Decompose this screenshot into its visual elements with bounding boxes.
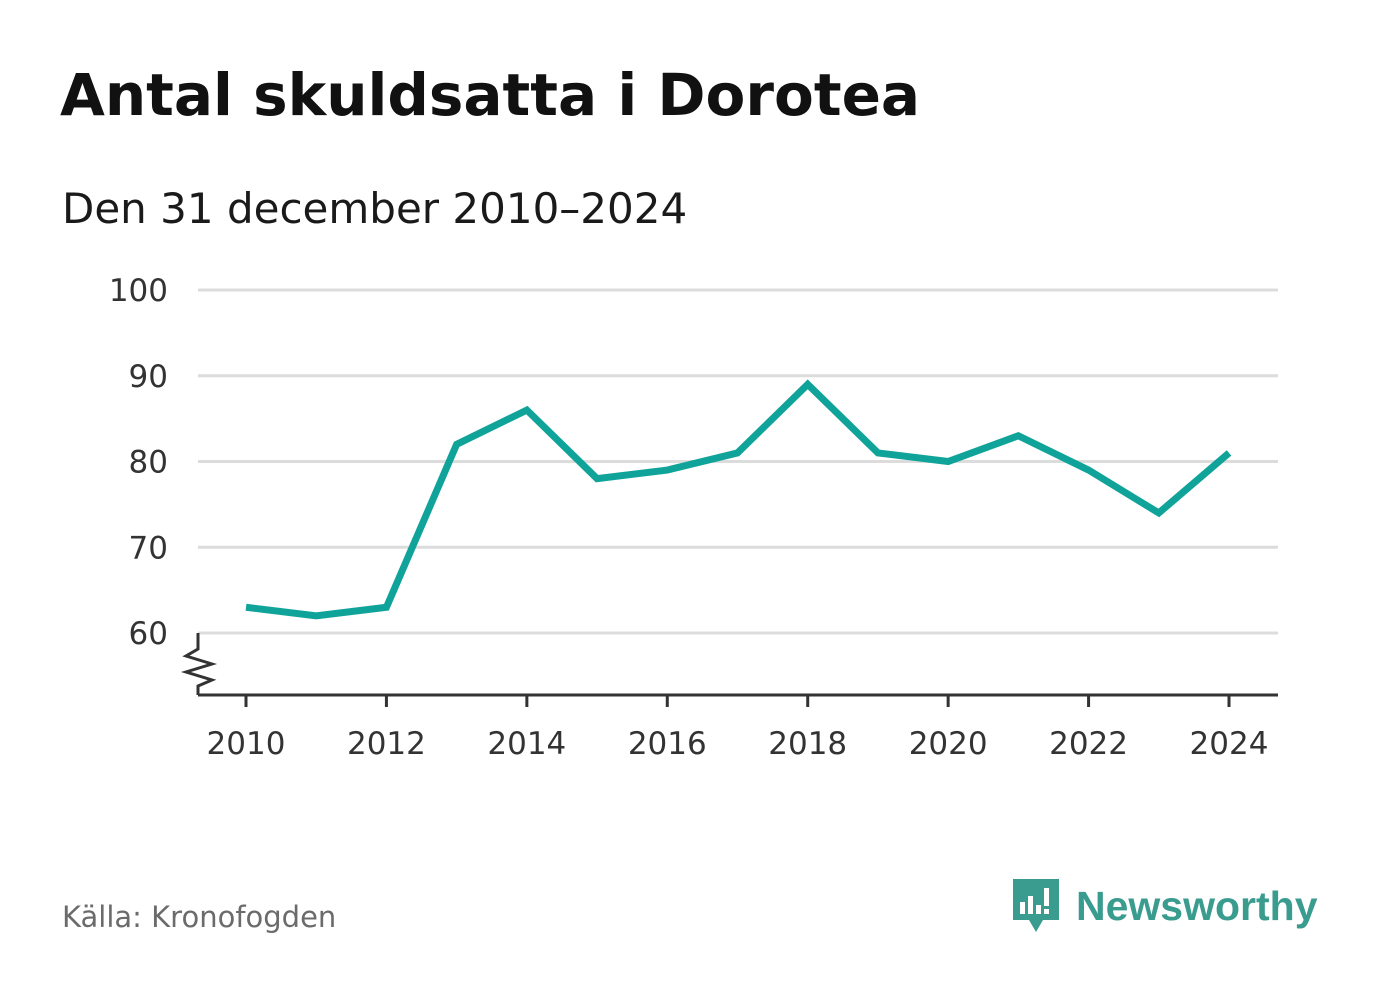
y-tick-label: 60 <box>129 616 168 652</box>
gridlines <box>198 288 1278 635</box>
chart-subtitle: Den 31 december 2010–2024 <box>62 184 688 233</box>
axis-break <box>180 633 218 695</box>
x-tick-label: 2018 <box>768 726 847 762</box>
axes <box>180 633 1278 707</box>
x-tick-label: 2020 <box>909 726 988 762</box>
y-tick-label: 100 <box>109 273 168 309</box>
x-tick-label: 2014 <box>487 726 566 762</box>
series-layer <box>245 379 1232 620</box>
newsworthy-wordmark: Newsworthy <box>1076 882 1318 929</box>
x-tick-label: 2016 <box>628 726 707 762</box>
tick-labels: 60 70 80 90 100 2010 2012 2014 2016 2018 2020 2022 2… <box>109 273 1269 762</box>
chart-title: Antal skuldsatta i Dorotea <box>60 61 921 129</box>
x-tick-label: 2012 <box>347 726 426 762</box>
newsworthy-logo: Newsworthy <box>1010 876 1318 936</box>
y-tick-label: 80 <box>129 445 168 481</box>
x-tick-label: 2022 <box>1049 726 1128 762</box>
series-line <box>245 379 1232 620</box>
source-note: Källa: Kronofogden <box>62 900 337 934</box>
newsworthy-icon <box>1013 879 1059 932</box>
y-tick-label: 70 <box>129 530 168 566</box>
x-tick-label: 2024 <box>1190 726 1269 762</box>
x-tick-label: 2010 <box>207 726 286 762</box>
y-tick-label: 90 <box>129 359 168 395</box>
